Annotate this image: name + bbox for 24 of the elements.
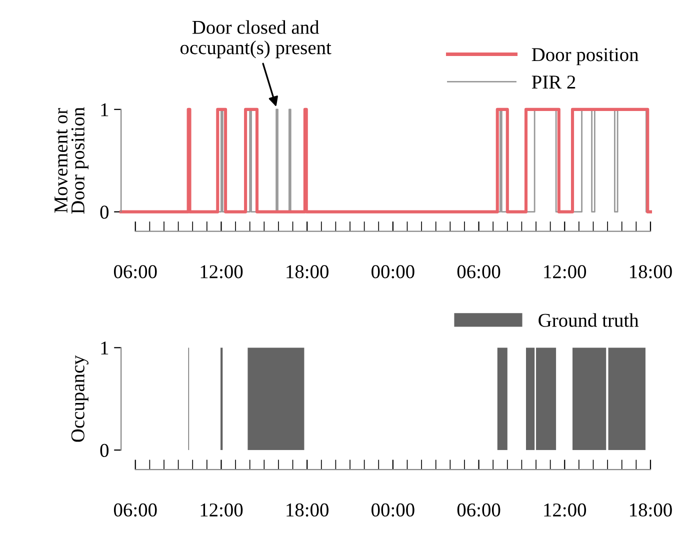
legend-label: Ground truth — [538, 313, 639, 327]
x-tick-label: 18:00 — [630, 503, 672, 517]
x-tick-label: 06:00 — [114, 265, 157, 278]
x-tick-label: 18:00 — [286, 503, 328, 517]
y-tick-label: 0 — [100, 444, 109, 458]
x-tick-label: 12:00 — [544, 503, 586, 517]
y-axis-title: Movement or Door position — [54, 107, 88, 214]
x-tick-label: 12:00 — [200, 265, 243, 278]
annotation: Door closed and occupant(s) present — [180, 20, 332, 58]
legend-label: Door position — [532, 48, 639, 66]
x-tick-label: 18:00 — [630, 265, 672, 278]
y-tick-label: 0 — [100, 206, 109, 219]
y-tick-label: 1 — [101, 103, 108, 116]
y-axis-title: Occupancy — [71, 355, 88, 442]
x-tick-label: 12:00 — [200, 503, 243, 517]
x-tick-label: 06:00 — [114, 503, 157, 517]
x-tick-label: 06:00 — [457, 503, 500, 517]
x-tick-label: 18:00 — [286, 265, 328, 278]
x-tick-label: 00:00 — [372, 503, 414, 517]
legend-label: PIR 2 — [532, 76, 576, 88]
x-tick-label: 12:00 — [544, 265, 586, 278]
x-tick-label: 06:00 — [457, 265, 500, 278]
x-tick-label: 00:00 — [372, 265, 414, 278]
y-tick-label: 1 — [101, 342, 108, 354]
